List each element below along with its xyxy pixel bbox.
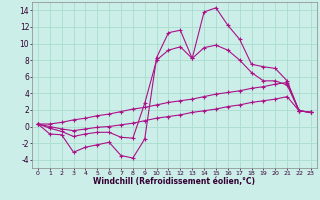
X-axis label: Windchill (Refroidissement éolien,°C): Windchill (Refroidissement éolien,°C) <box>93 177 255 186</box>
